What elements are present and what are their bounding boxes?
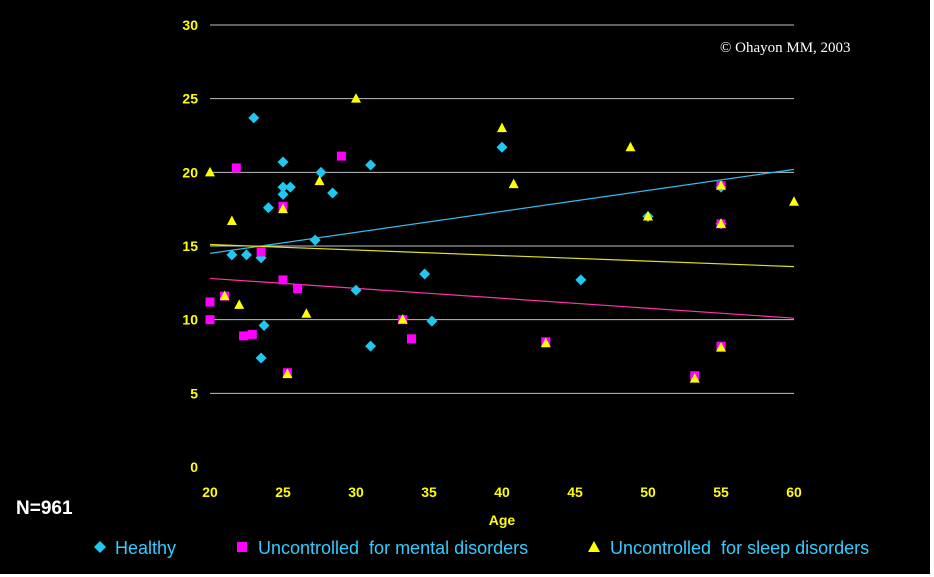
point-healthy (365, 159, 377, 171)
point-sleep (226, 215, 237, 225)
y-tick-label: 5 (190, 385, 198, 401)
y-tick-label: 10 (182, 312, 198, 328)
point-mental (247, 329, 257, 339)
point-mental (231, 163, 241, 173)
x-tick-label: 40 (494, 484, 510, 500)
point-healthy (496, 141, 508, 153)
legend-marker-mental (237, 542, 247, 552)
point-healthy (258, 320, 270, 332)
x-axis-label: Age (489, 512, 516, 528)
point-sleep (716, 218, 726, 228)
point-healthy (315, 166, 327, 178)
point-sleep (351, 93, 361, 103)
legend-item-mental: Uncontrolled for mental disorders (237, 538, 528, 558)
point-sleep (234, 299, 245, 309)
trend-lines (209, 168, 795, 319)
x-tick-label: 60 (786, 484, 802, 500)
gridlines (210, 24, 794, 394)
trendline-mental (209, 277, 795, 319)
x-tick-label: 45 (567, 484, 583, 500)
point-sleep (508, 178, 519, 189)
x-tick-label: 35 (421, 484, 437, 500)
point-sleep (716, 342, 726, 352)
legend-label-sleep: Uncontrolled for sleep disorders (610, 538, 869, 558)
point-sleep (301, 308, 312, 318)
point-sleep (716, 180, 726, 190)
x-tick-label: 25 (275, 484, 291, 500)
y-tick-label: 15 (182, 238, 198, 254)
point-sleep (625, 141, 636, 152)
point-healthy (248, 112, 260, 124)
point-sleep (540, 337, 551, 348)
y-axis-ticks: 0 5 10 15 20 25 30 (182, 17, 198, 475)
point-healthy (575, 274, 587, 286)
trendline-healthy (209, 168, 795, 254)
point-healthy (241, 249, 252, 261)
point-sleep (689, 373, 700, 383)
legend: Healthy Uncontrolled for mental disorder… (94, 538, 869, 558)
legend-label-mental: Uncontrolled for mental disorders (258, 538, 528, 558)
point-healthy (327, 187, 339, 199)
point-healthy (255, 352, 267, 364)
point-sleep (314, 175, 325, 186)
point-healthy (350, 284, 362, 296)
point-healthy (277, 188, 289, 200)
y-tick-label: 30 (182, 17, 198, 33)
legend-item-healthy: Healthy (94, 538, 176, 558)
point-healthy (309, 234, 321, 246)
point-healthy (365, 340, 377, 352)
copyright-note: © Ohayon MM, 2003 (720, 40, 851, 56)
sample-size-label: N=961 (16, 498, 73, 519)
point-mental (256, 247, 266, 257)
x-tick-label: 30 (348, 484, 364, 500)
point-sleep (643, 211, 653, 221)
point-healthy (426, 315, 438, 327)
point-sleep (219, 290, 230, 301)
point-healthy (419, 268, 431, 280)
y-tick-label: 0 (190, 459, 198, 475)
data-points (205, 93, 799, 383)
point-sleep (497, 122, 507, 133)
legend-marker-sleep (588, 541, 600, 552)
point-mental (406, 334, 416, 344)
point-mental (239, 331, 249, 341)
x-tick-label: 50 (640, 484, 656, 500)
point-healthy (262, 202, 274, 214)
point-healthy (226, 249, 238, 261)
x-tick-label: 55 (713, 484, 729, 500)
x-tick-label: 20 (202, 484, 218, 500)
point-sleep (397, 314, 408, 324)
legend-item-sleep: Uncontrolled for sleep disorders (588, 538, 869, 558)
legend-label-healthy: Healthy (115, 538, 176, 558)
point-sleep (282, 368, 293, 379)
point-sleep (278, 203, 288, 214)
y-tick-label: 25 (182, 91, 198, 107)
x-axis-ticks: 20 25 30 35 40 45 50 55 60 (202, 484, 802, 500)
point-sleep (789, 196, 799, 206)
trendline-sleep (209, 243, 795, 268)
point-healthy (277, 181, 289, 193)
point-mental (293, 284, 303, 294)
point-mental (205, 315, 215, 325)
y-tick-label: 20 (182, 164, 198, 180)
legend-marker-healthy (94, 541, 106, 553)
point-sleep (205, 166, 215, 177)
point-mental (205, 297, 215, 307)
point-healthy (277, 156, 289, 168)
point-mental (278, 275, 288, 285)
point-healthy (284, 181, 296, 193)
point-mental (336, 151, 346, 161)
